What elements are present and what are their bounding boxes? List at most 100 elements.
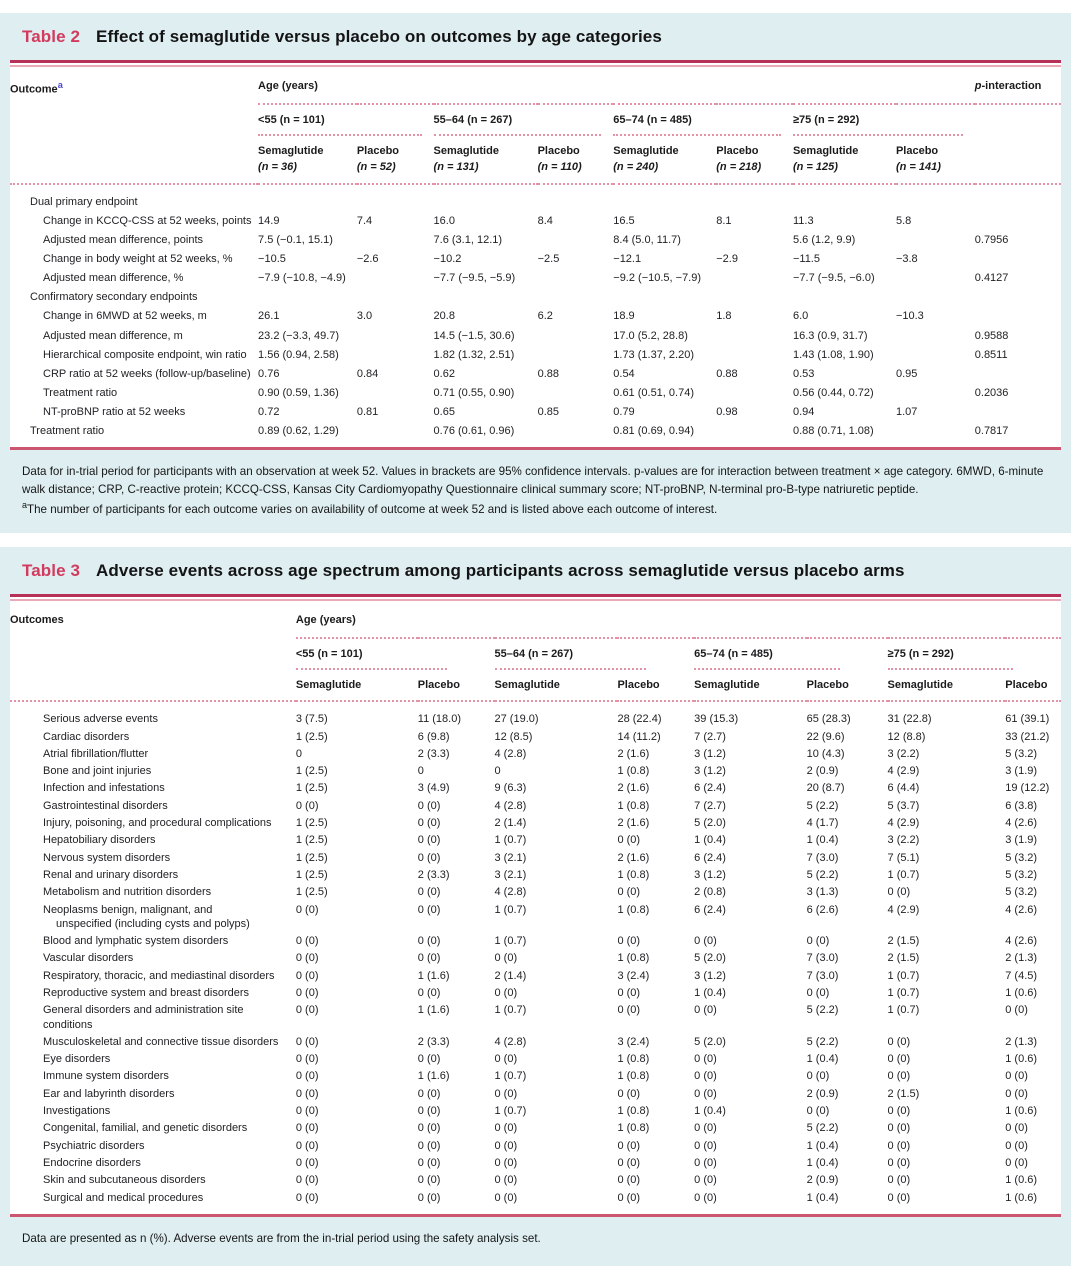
value-cell: 16.0 [433,215,455,228]
value-cell [538,288,614,307]
value-cell: 0 (0) [887,1070,911,1083]
value-cell [896,422,975,448]
value-cell: 8.1 [716,215,732,228]
value-cell: 0 (0) [417,817,441,830]
value-cell: 0 (0) [1005,1122,1028,1135]
value-cell: 16.5 [613,215,635,228]
value-cell [716,184,793,212]
data-row: Congenital, familial, and genetic disord… [10,1120,1061,1137]
value-cell: 0 (0) [694,1156,717,1169]
value-cell: 2 (1.4) [494,969,527,982]
value-cell: 7 (3.0) [806,952,839,965]
row-label: Infection and infestations [43,782,165,795]
age-group-header: ≥75 (n = 292) [792,104,975,136]
value-cell [538,184,614,212]
value-cell: 6.0 [792,310,809,323]
value-cell [357,345,434,364]
value-cell: 1 (0.7) [887,868,920,881]
value-cell [716,422,793,448]
value-cell: 14.5 (−1.5, 30.6) [433,329,515,342]
data-row: Ear and labyrinth disorders 0 (0) 0 (0) 0 (… [10,1085,1061,1102]
value-cell: 0 (0) [295,1070,319,1083]
value-cell: 0.61 (0.51, 0.74) [613,386,694,399]
data-row: Vascular disorders 0 (0) 0 (0) 0 (0) 1 (0.8)… [10,950,1061,967]
value-cell: 6.2 [537,310,553,323]
value-cell: 0 (0) [417,1105,441,1118]
p-interaction-cell: 0.2036 [974,386,1009,399]
value-cell: 0 (0) [494,1174,518,1187]
data-row: Reproductive system and breast disorders… [10,985,1061,1002]
value-cell: 33 (21.2) [1005,730,1050,743]
table3-body: Serious adverse events 3 (7.5) 11 (18.0) 27… [10,701,1061,1214]
data-row: Hepatobiliary disorders 1 (2.5) 0 (0) 1 (0.… [10,832,1061,849]
table3-box: Outcomes Age (years) <55 (n = 101) 55–64… [10,594,1061,1217]
value-cell: 0 (0) [806,1070,830,1083]
value-cell: 2 (1.6) [617,747,650,760]
value-cell: −10.3 [895,310,924,323]
value-cell: 1 (0.8) [617,1053,650,1066]
p-interaction-cell [975,250,1061,269]
value-cell [896,184,975,212]
value-cell: 1 (0.7) [494,935,527,948]
value-cell: 1 (0.7) [494,834,527,847]
value-cell: 7.6 (3.1, 12.1) [433,234,503,247]
value-cell: 7 (4.5) [1005,969,1038,982]
value-cell: 1.82 (1.32, 2.51) [433,348,515,361]
value-cell: 0 (0) [887,886,911,899]
data-row: General disorders and administration sit… [10,1002,1061,1034]
value-cell [716,345,793,364]
value-cell: 5 (2.2) [806,868,839,881]
value-cell: 0 (0) [1005,1087,1028,1100]
value-cell: 1.07 [895,405,918,418]
value-cell [896,288,975,307]
value-cell: 0 (0) [417,987,441,999]
row-label: Immune system disorders [43,1070,169,1083]
value-cell: 0 (0) [494,952,518,965]
header-row-top: Outcomes Age (years) [10,601,1061,703]
value-cell [896,383,975,402]
value-cell [716,288,793,307]
value-cell: 1 (0.7) [494,1004,527,1017]
value-cell: 1 (0.4) [694,987,726,999]
value-cell: 0.72 [258,405,280,418]
age-group-header: <55 (n = 101) [258,104,434,136]
data-row: Blood and lymphatic system disorders 0 (0… [10,933,1061,950]
value-cell [793,288,896,307]
value-cell: 5 (2.0) [694,1035,726,1048]
data-row: Hierarchical composite endpoint, win rat… [10,345,1061,364]
value-cell [357,288,434,307]
value-cell: 0.84 [356,367,379,380]
value-cell: 5 (3.7) [887,799,920,812]
value-cell: 4 (1.7) [806,817,839,830]
row-label: Serious adverse events [43,713,158,726]
header-row-age-groups: <55 (n = 101) 55–64 (n = 267) 65–74 (n =… [10,638,1061,670]
data-row: Metabolism and nutrition disorders 1 (2.5… [10,884,1061,901]
value-cell: 0 (0) [887,1122,911,1135]
value-cell: 6 (2.4) [694,782,726,795]
data-row: Neoplasms benign, malignant, and unspecif… [10,901,1061,933]
value-cell: 14 (11.2) [617,730,661,743]
value-cell: 1.56 (0.94, 2.58) [258,348,339,361]
p-interaction-cell [975,288,1061,307]
outcome-footnote-marker: a [57,80,63,90]
arm-header: Placebo (n = 110) [537,135,614,185]
value-cell: 0 [295,747,302,760]
arm-header: Semaglutide [694,669,807,703]
value-cell: 1 (0.6) [1005,1191,1038,1204]
value-cell: −11.5 [792,253,820,266]
value-cell: 2 (3.3) [417,868,450,881]
value-cell: 2 (1.6) [617,782,650,795]
data-row: Serious adverse events 3 (7.5) 11 (18.0) 27… [10,701,1061,728]
value-cell: 5 (2.2) [806,799,839,812]
value-cell: −10.2 [433,253,462,266]
value-cell: 2 (1.3) [1005,952,1038,965]
value-cell: 0 (0) [694,1174,717,1187]
value-cell: 0 (0) [494,1053,518,1066]
value-cell: 0.90 (0.59, 1.36) [258,386,339,399]
value-cell: 1 (2.5) [295,868,328,881]
value-cell [357,269,434,288]
value-cell: 0 (0) [295,969,319,982]
row-label: Endocrine disorders [43,1156,141,1169]
data-row: Renal and urinary disorders 1 (2.5) 2 (3.3… [10,866,1061,883]
value-cell: 0 (0) [494,1122,518,1135]
